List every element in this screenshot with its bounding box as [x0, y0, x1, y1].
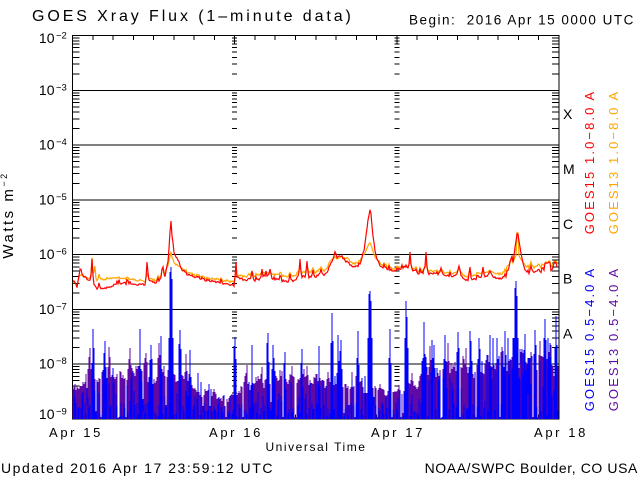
svg-text:B: B: [563, 271, 572, 287]
svg-text:10: 10: [39, 246, 55, 262]
svg-text:GOES Xray Flux (1–minute data): GOES Xray Flux (1–minute data): [32, 8, 354, 25]
svg-text:10: 10: [39, 301, 55, 317]
svg-text:10: 10: [39, 137, 55, 153]
svg-text:10: 10: [39, 356, 55, 372]
svg-text:GOES13 1.0−8.0 A: GOES13 1.0−8.0 A: [606, 90, 621, 235]
svg-text:Apr 18: Apr 18: [534, 425, 588, 440]
svg-text:−2: −2: [56, 31, 67, 42]
svg-text:Updated 2016 Apr 17 23:59:12 U: Updated 2016 Apr 17 23:59:12 UTC: [1, 460, 274, 476]
svg-text:−8: −8: [56, 356, 67, 367]
svg-text:GOES15 0.5−4.0 A: GOES15 0.5−4.0 A: [582, 267, 597, 412]
svg-text:10: 10: [39, 82, 55, 98]
svg-text:Universal Time: Universal Time: [265, 440, 366, 454]
svg-text:C: C: [563, 216, 573, 232]
svg-text:Apr 17: Apr 17: [371, 425, 425, 440]
svg-text:−3: −3: [56, 82, 67, 93]
svg-text:10: 10: [39, 191, 55, 207]
svg-text:−5: −5: [56, 192, 67, 203]
svg-text:GOES15 1.0−8.0 A: GOES15 1.0−8.0 A: [582, 90, 597, 235]
svg-text:−9: −9: [56, 407, 67, 418]
svg-text:Apr 16: Apr 16: [209, 425, 263, 440]
svg-text:−4: −4: [56, 137, 67, 148]
svg-text:−6: −6: [56, 247, 67, 258]
svg-text:X: X: [563, 106, 573, 122]
svg-text:Apr 15: Apr 15: [49, 425, 103, 440]
svg-text:Begin: 2016 Apr 15 0000 UTC: Begin: 2016 Apr 15 0000 UTC: [409, 13, 635, 28]
svg-text:GOES13 0.5−4.0 A: GOES13 0.5−4.0 A: [606, 267, 621, 412]
svg-text:Watts m−2: Watts m−2: [0, 171, 17, 258]
svg-text:−7: −7: [56, 301, 67, 312]
svg-text:M: M: [563, 161, 575, 177]
svg-text:10: 10: [39, 406, 55, 422]
svg-text:A: A: [563, 325, 573, 341]
svg-text:NOAA/SWPC Boulder, CO USA: NOAA/SWPC Boulder, CO USA: [425, 460, 638, 476]
svg-text:10: 10: [39, 30, 55, 46]
